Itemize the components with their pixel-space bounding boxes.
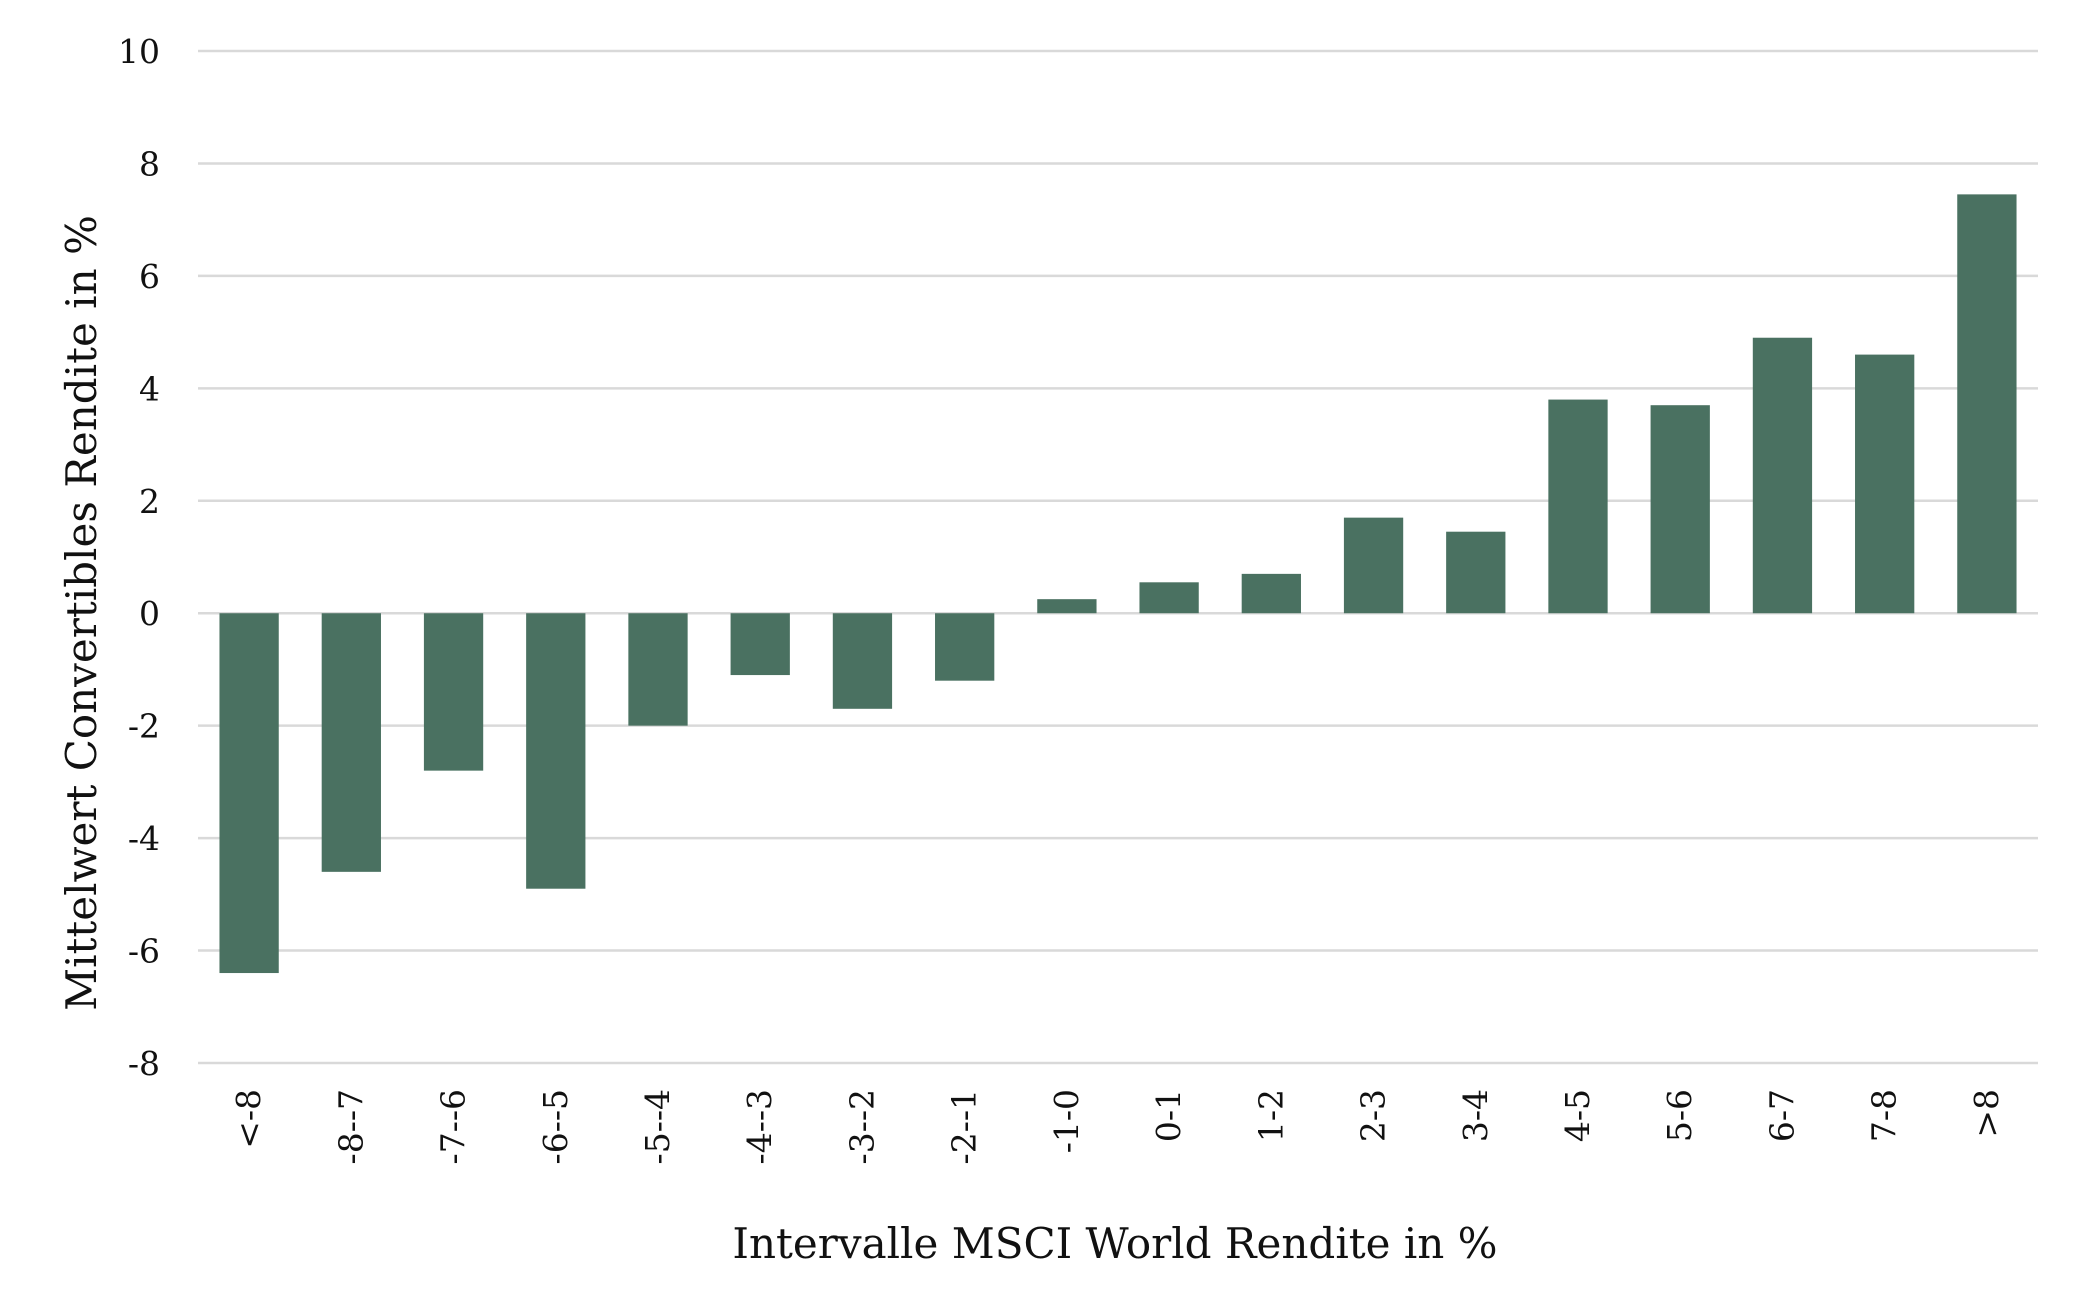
x-tick-label: -5--4 — [638, 1089, 677, 1164]
bar — [1548, 399, 1608, 614]
y-tick-label: -8 — [128, 1044, 160, 1083]
x-tick-label: -7--6 — [434, 1089, 473, 1164]
x-tick-label: -6--5 — [536, 1089, 575, 1164]
y-tick-label: 8 — [139, 144, 160, 183]
bar — [935, 613, 995, 681]
bar — [219, 613, 279, 974]
bar — [1037, 599, 1097, 614]
x-tick-label: -1-0 — [1047, 1089, 1086, 1153]
x-tick-label: 3-4 — [1456, 1089, 1495, 1142]
x-tick-label: 5-6 — [1660, 1089, 1699, 1142]
bar — [1343, 517, 1404, 614]
bar — [1241, 573, 1301, 614]
bar — [1752, 337, 1813, 614]
bar — [423, 613, 484, 771]
gridlines — [198, 49, 2038, 1065]
y-axis-ticks: -8 -6 -4 -2 0 2 4 6 8 10 — [118, 32, 160, 1083]
x-axis-title: Intervalle MSCI World Rendite in % — [732, 1219, 1497, 1268]
y-tick-label: -2 — [128, 707, 160, 746]
x-tick-label: 7-8 — [1865, 1089, 1904, 1142]
bars — [219, 194, 2017, 974]
bar — [526, 613, 586, 889]
x-tick-label: -8--7 — [331, 1089, 370, 1164]
x-tick-label: -4--3 — [740, 1089, 779, 1164]
y-tick-label: -6 — [128, 932, 160, 971]
x-tick-label: 4-5 — [1558, 1089, 1597, 1142]
y-axis-title: Mittelwert Convertibles Rendite in % — [57, 215, 106, 1011]
x-tick-label: 2-3 — [1354, 1089, 1393, 1142]
x-axis-ticks: <-8 -8--7 -7--6 -6--5 -5--4 -4--3 -3--2 -2--1 -1… — [229, 1089, 2006, 1164]
bar — [1855, 354, 1915, 614]
x-tick-label: 1-2 — [1251, 1089, 1290, 1142]
x-tick-label: >8 — [1967, 1089, 2006, 1138]
x-tick-label: 0-1 — [1149, 1089, 1188, 1142]
y-tick-label: 6 — [139, 257, 160, 296]
y-tick-label: 10 — [118, 32, 160, 71]
y-tick-label: 2 — [139, 482, 160, 521]
bar — [832, 613, 893, 709]
bar — [1957, 194, 2017, 614]
x-tick-label: -2--1 — [945, 1089, 984, 1164]
bar — [1139, 582, 1199, 614]
x-tick-label: <-8 — [229, 1089, 268, 1149]
x-tick-label: -3--2 — [842, 1089, 881, 1164]
y-tick-label: -4 — [128, 819, 160, 858]
bar — [730, 613, 790, 676]
bar — [321, 613, 381, 872]
y-tick-label: 0 — [139, 594, 160, 633]
bar — [628, 613, 688, 726]
x-tick-label: 6-7 — [1762, 1089, 1801, 1142]
y-tick-label: 4 — [139, 369, 160, 408]
bar — [1446, 531, 1506, 614]
bar — [1650, 405, 1710, 614]
